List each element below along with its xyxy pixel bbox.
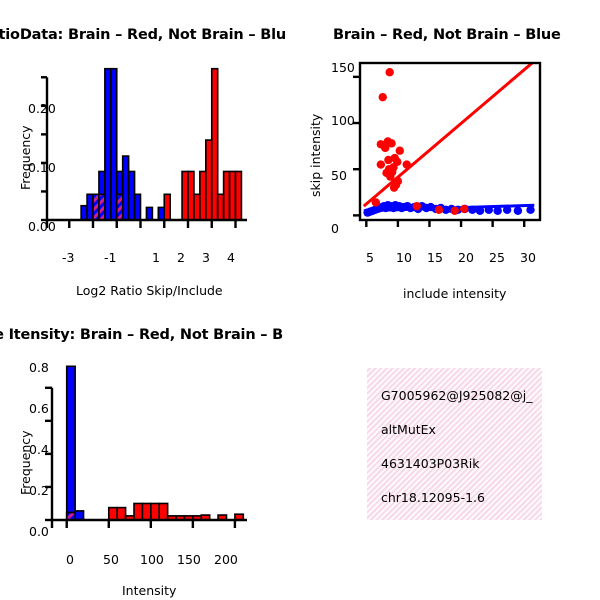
info-line-gene-symbol: 4631403P03Rik	[381, 456, 480, 471]
scatter-ytick-1: 50	[331, 168, 347, 183]
info-line-gene-id: G7005962@J925082@j_	[381, 388, 533, 403]
ratio-xtick-4: 3	[202, 250, 210, 265]
intensity-histogram-title: ne Itensity: Brain – Red, Not Brain – B	[0, 327, 284, 343]
ratio-ytick-0: 0.00	[28, 219, 56, 234]
scatter-title: Brain – Red, Not Brain – Blue	[333, 27, 561, 43]
scatter-xtick-0: 5	[366, 250, 374, 265]
gene-info-box: G7005962@J925082@j_ altMutEx 4631403P03R…	[367, 368, 542, 520]
intensity-ytick-2: 0.4	[29, 442, 49, 457]
scatter-xlabel: include intensity	[403, 286, 507, 301]
scatter-xtick-4: 25	[489, 250, 505, 265]
ratio-ytick-2: 0.20	[28, 101, 56, 116]
intensity-histogram-plot	[0, 355, 270, 550]
intensity-histogram-xlabel: Intensity	[122, 583, 177, 598]
intensity-xtick-4: 200	[214, 552, 238, 567]
scatter-ytick-2: 100	[331, 113, 355, 128]
intensity-xtick-0: 0	[66, 552, 74, 567]
intensity-ytick-4: 0.8	[29, 360, 49, 375]
ratio-xtick-0: -3	[62, 250, 75, 265]
ratio-histogram-plot	[0, 55, 270, 250]
scatter-xtick-2: 15	[427, 250, 443, 265]
intensity-xtick-3: 150	[177, 552, 201, 567]
ratio-xtick-3: 2	[177, 250, 185, 265]
hatch-pattern-background	[367, 368, 542, 520]
scatter-xtick-3: 20	[458, 250, 474, 265]
info-box-lines: G7005962@J925082@j_ altMutEx 4631403P03R…	[381, 388, 542, 520]
ratio-xtick-1: -1	[104, 250, 117, 265]
ratio-xtick-2: 1	[152, 250, 160, 265]
scatter-ytick-0: 0	[331, 221, 339, 236]
ratio-histogram-title: RatioData: Brain – Red, Not Brain – Blu	[0, 27, 287, 43]
scatter-xtick-1: 10	[396, 250, 412, 265]
intensity-ytick-3: 0.6	[29, 401, 49, 416]
ratio-ytick-1: 0.10	[28, 160, 56, 175]
scatter-ytick-3: 150	[331, 60, 355, 75]
info-line-event-type: altMutEx	[381, 422, 436, 437]
intensity-ytick-0: 0.0	[29, 524, 49, 539]
intensity-ytick-1: 0.2	[29, 483, 49, 498]
info-line-locus: chr18.12095-1.6	[381, 490, 485, 505]
ratio-xtick-5: 4	[227, 250, 235, 265]
intensity-xtick-2: 100	[140, 552, 164, 567]
ratio-histogram-xlabel: Log2 Ratio Skip/Include	[76, 283, 223, 298]
scatter-xtick-5: 30	[520, 250, 536, 265]
intensity-xtick-1: 50	[103, 552, 119, 567]
scatter-plot	[300, 55, 600, 250]
